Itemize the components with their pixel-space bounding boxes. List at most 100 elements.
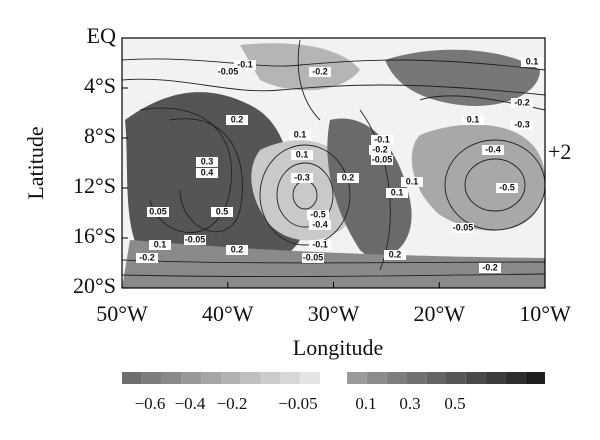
annotation: +2	[548, 139, 571, 164]
colorbar-swatch	[525, 372, 545, 384]
y-tick-label: 20°S	[73, 273, 116, 298]
label-box	[136, 253, 158, 263]
label-box	[309, 67, 331, 77]
label-box	[384, 250, 406, 260]
label-box	[371, 155, 393, 165]
contour-label: 0.2	[389, 249, 402, 259]
x-tick-label: 20°W	[413, 301, 465, 326]
contour-label: -0.3	[514, 119, 530, 129]
contour-label: 0.5	[216, 206, 229, 216]
y-tick-label: 4°S	[84, 73, 116, 98]
label-box	[401, 177, 423, 187]
colorbar-swatch	[505, 372, 526, 384]
shade	[385, 49, 540, 106]
label-box	[479, 263, 501, 273]
contour-label: -0.05	[372, 154, 393, 164]
colorbar-swatch	[426, 372, 446, 384]
y-tick-label: 16°S	[73, 223, 116, 248]
contour-label: 0.1	[154, 239, 167, 249]
label-box	[309, 240, 331, 250]
contour-label: 0.05	[149, 206, 167, 216]
x-axis-label: Longitude	[293, 335, 383, 360]
label-box	[462, 115, 484, 125]
x-tick-label: 50°W	[96, 301, 148, 326]
colorbar-swatch	[221, 372, 241, 384]
colorbar-label: 0.1	[355, 394, 376, 413]
colorbar-label: −0.4	[175, 394, 206, 413]
label-box	[482, 145, 504, 155]
contour-labels: -0.1-0.05 -0.20.1-0.2-0.30.10.20.1 -0.1-0.…	[136, 56, 543, 273]
contour-label: 0.2	[231, 114, 244, 124]
contour-label: -0.05	[453, 222, 474, 232]
contour-label: -0.4	[485, 144, 501, 154]
contour-label: -0.2	[312, 66, 328, 76]
contour-label: -0.05	[303, 252, 324, 262]
colorbar-swatch	[260, 372, 281, 384]
label-box	[386, 188, 408, 198]
contour-label: 0.3	[201, 156, 214, 166]
contour-label: -0.2	[514, 97, 530, 107]
label-box	[196, 157, 218, 167]
contour-label: -0.1	[312, 239, 328, 249]
shade	[411, 124, 545, 231]
y-tick-label: EQ	[87, 23, 116, 48]
colorbar-label: −0.2	[217, 394, 248, 413]
label-box	[184, 235, 206, 245]
field: -0.1-0.05 -0.20.1-0.2-0.30.10.20.1 -0.1-0.…	[121, 37, 546, 289]
label-box	[226, 245, 248, 255]
shade	[240, 43, 360, 91]
label-box	[511, 98, 533, 108]
colorbar-swatch	[122, 372, 142, 384]
label-box	[521, 57, 543, 67]
contour-label: -0.2	[372, 144, 388, 154]
y-tick-label: 8°S	[84, 123, 116, 148]
colorbar-swatch	[201, 372, 221, 384]
label-box	[511, 120, 533, 130]
label-box	[337, 173, 359, 183]
contour-label: 0.1	[294, 129, 307, 139]
contour-label: 0.1	[296, 149, 309, 159]
contour-label: -0.4	[312, 219, 328, 229]
contour-label: 0.2	[231, 244, 244, 254]
contour-label: -0.1	[237, 59, 253, 69]
label-box	[496, 183, 518, 193]
label-box	[196, 168, 218, 178]
contour-label: 0.1	[467, 114, 480, 124]
contour-label: -0.1	[374, 134, 390, 144]
colorbar-swatch	[406, 372, 427, 384]
contour-label: -0.05	[185, 234, 206, 244]
x-tick-label: 30°W	[308, 301, 360, 326]
colorbar-swatch	[465, 372, 486, 384]
x-tick-label: 10°W	[519, 301, 571, 326]
label-box	[226, 115, 248, 125]
label-box	[234, 60, 256, 70]
colorbar-swatch	[347, 372, 367, 384]
colorbar-swatch	[161, 372, 182, 384]
label-box	[291, 150, 313, 160]
colorbar-swatch	[485, 372, 506, 384]
contour-label: -0.5	[499, 182, 515, 192]
label-box	[289, 130, 311, 140]
colorbar-swatch	[240, 372, 261, 384]
colorbar-swatch	[181, 372, 202, 384]
colorbar-swatch	[141, 372, 162, 384]
contour-label: 0.1	[391, 187, 404, 197]
colorbar-label: 0.5	[444, 394, 465, 413]
contour-label: -0.2	[482, 262, 498, 272]
contour-label: 0.1	[406, 176, 419, 186]
y-axis-label: Latitude	[23, 126, 48, 199]
contour-label: -0.3	[294, 172, 310, 182]
colorbar-swatch	[386, 372, 407, 384]
contour-label: -0.2	[139, 252, 155, 262]
label-box	[149, 240, 171, 250]
label-box	[309, 220, 331, 230]
colorbar-swatch	[280, 372, 301, 384]
label-box	[369, 145, 391, 155]
colorbar-label: −0.6	[135, 394, 166, 413]
colorbar-swatch	[446, 372, 466, 384]
x-tick-label: 40°W	[202, 301, 254, 326]
contour-label: -0.05	[218, 66, 239, 76]
contour-label: 0.2	[342, 172, 355, 182]
colorbar-label: 0.3	[399, 394, 420, 413]
